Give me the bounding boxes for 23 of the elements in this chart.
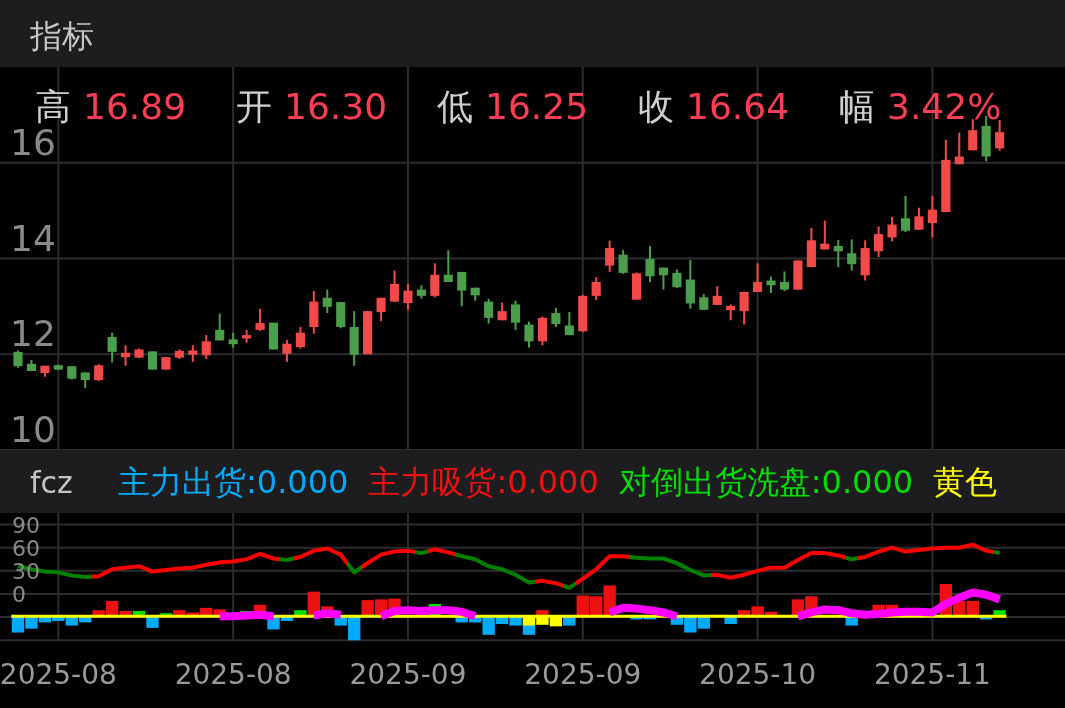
annotation: 低 16.25 bbox=[437, 86, 589, 127]
chart-title: fcz bbox=[30, 465, 73, 500]
x-tick-label: 2025-11 bbox=[873, 658, 991, 691]
x-tick-label: 2025-09 bbox=[524, 658, 642, 691]
y-tick-label: 90 bbox=[12, 512, 40, 538]
text: 主力出货:0.000 bbox=[118, 463, 349, 501]
y-tick-label: 10 bbox=[10, 409, 56, 450]
x-tick-label: 2025-09 bbox=[349, 658, 467, 691]
chart-title: 指标 bbox=[29, 17, 94, 55]
annotation: 幅 3.42% bbox=[839, 86, 1002, 127]
x-tick-label: 2025-08 bbox=[174, 658, 292, 691]
y-tick-label: 12 bbox=[10, 313, 56, 355]
y-tick-label: 60 bbox=[12, 535, 40, 561]
annotation: 收 16.64 bbox=[638, 86, 790, 127]
annotation: 高 16.89 bbox=[35, 86, 187, 127]
annotation: 开 16.30 bbox=[236, 86, 388, 127]
text: 主力吸货:0.000 bbox=[368, 463, 599, 501]
y-tick-label: 14 bbox=[10, 217, 56, 259]
x-tick-label: 2025-08 bbox=[0, 658, 117, 691]
text: 黄色 bbox=[933, 463, 998, 501]
text: 对倒出货洗盘:0.000 bbox=[618, 463, 914, 501]
x-tick-label: 2025-10 bbox=[699, 658, 817, 691]
y-tick-label: 0 bbox=[12, 581, 26, 607]
